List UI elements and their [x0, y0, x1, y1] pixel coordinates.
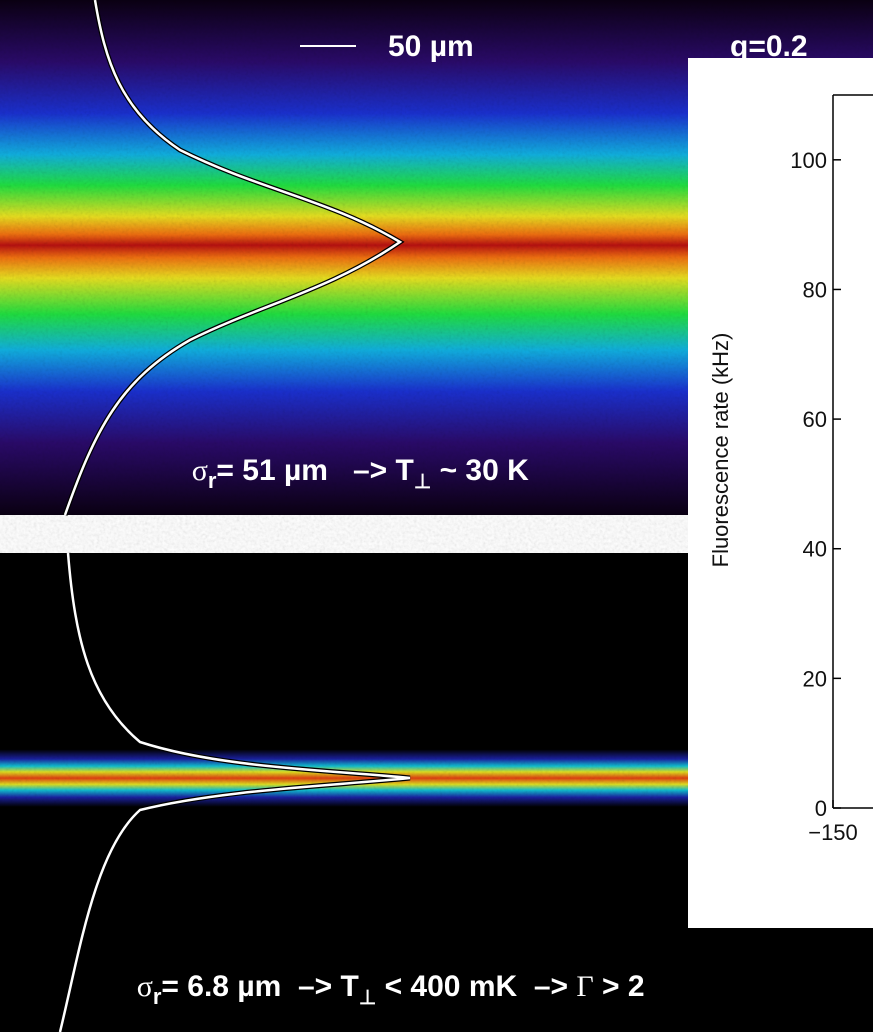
caption-part: = 6.8 µm –> T: [161, 970, 358, 1003]
top-caption: σr= 51 µm –> T⊥ ~ 30 K: [150, 454, 554, 493]
x-tick-label: −150: [808, 820, 858, 845]
inset-background: [688, 58, 873, 928]
y-tick-label: 0: [815, 796, 827, 821]
top-profile: [63, 0, 403, 516]
caption-part: > 2: [594, 970, 645, 1003]
caption-part: r: [208, 468, 217, 493]
caption-part: ⊥: [359, 987, 376, 1009]
y-tick-label: 60: [803, 407, 827, 432]
corner-label: q=0.2: [730, 30, 808, 63]
y-tick-label: 80: [803, 277, 827, 302]
caption-part: r: [153, 984, 162, 1009]
inset-chart: Fluorescence rate (kHz) 0 20 40 60 80 100 −150: [688, 58, 873, 928]
bottom-caption: σr= 6.8 µm –> T⊥ < 400 mK –> Γ > 2: [95, 970, 670, 1009]
bottom-profile: [58, 552, 411, 1032]
caption-part: σ: [137, 970, 153, 1003]
caption-part: < 400 mK –>: [376, 970, 576, 1003]
y-tick-label: 100: [790, 148, 827, 173]
y-tick-label: 40: [803, 537, 827, 562]
caption-part: = 51 µm –> T: [216, 454, 413, 487]
caption-part: σ: [192, 454, 208, 487]
caption-part: ~ 30 K: [431, 454, 529, 487]
y-tick-label: 20: [803, 666, 827, 691]
caption-part: ⊥: [414, 471, 431, 493]
scale-label: 50 µm: [388, 30, 474, 63]
caption-part: Γ: [576, 970, 593, 1003]
y-axis-label: Fluorescence rate (kHz): [708, 333, 733, 568]
